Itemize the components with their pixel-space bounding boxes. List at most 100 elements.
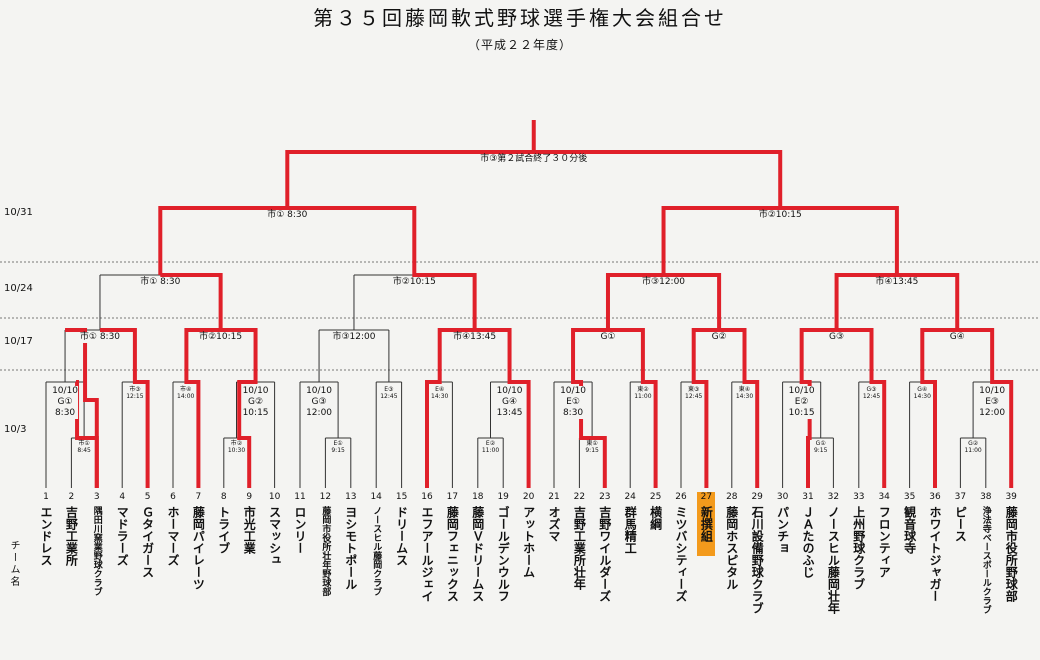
- team-number: 36: [929, 492, 941, 502]
- round2-slot: 10/10 E② 10:15: [788, 386, 815, 419]
- team-number: 5: [144, 492, 151, 502]
- team-number: 9: [246, 492, 253, 502]
- team-name: 市光工業: [242, 506, 257, 554]
- winner-path-f: [425, 328, 475, 488]
- round2-slot: 東③ 12:45: [685, 386, 703, 400]
- date-label-qf: 10/24: [4, 283, 33, 294]
- winner-path-g: [285, 120, 536, 488]
- team-number: 16: [421, 492, 433, 502]
- team-number: 10: [268, 492, 281, 502]
- team-name: 藤岡市役所野球部: [1004, 506, 1019, 602]
- team-name: ホワイトジャガー: [928, 506, 942, 602]
- team-number: 28: [726, 492, 738, 502]
- team-number: 35: [903, 492, 916, 502]
- date-label-r2: 10/3: [4, 424, 27, 435]
- team-number: 30: [776, 492, 789, 502]
- quarterfinal-label: 市① 8:30: [138, 277, 183, 288]
- team-name: 藤岡ホスピタル: [724, 506, 739, 590]
- winner-path-k: [719, 328, 760, 488]
- team-number: 37: [954, 492, 967, 502]
- round2-slot: 10/10 G④ 13:45: [496, 386, 523, 419]
- round2-slot: 10/10 E③ 12:00: [979, 386, 1006, 419]
- team-name: スマッシュ: [267, 506, 282, 566]
- team-name: トライブ: [216, 506, 231, 554]
- round1-slot: G① 9:15: [813, 440, 828, 454]
- team-number: 29: [751, 492, 763, 502]
- round1-slot: E② 11:00: [481, 440, 500, 454]
- team-number: 24: [624, 492, 636, 502]
- winner-path-o: [957, 328, 1014, 488]
- round1-slot: G② 11:00: [964, 440, 982, 454]
- quarterfinal-label: 市④13:45: [873, 277, 921, 288]
- team-number: 19: [497, 492, 509, 502]
- round2-slot: G④ 14:30: [913, 386, 931, 400]
- team-number: 3: [93, 492, 100, 502]
- team-name: ミツバシティーズ: [674, 506, 688, 602]
- team-name: ＪＡたのふじ: [801, 506, 815, 578]
- team-name: 藤岡Ｖドリームス: [470, 506, 485, 602]
- winner-path-c: [160, 273, 223, 488]
- winner-path-m: [836, 328, 887, 488]
- team-name: Ｇタイガース: [140, 506, 155, 578]
- round3-label: 市②10:15: [197, 332, 245, 343]
- round3-label: G②: [709, 332, 729, 343]
- team-name: 石川設備野球クラブ: [750, 506, 765, 614]
- round2-slot: 10/10 E① 8:30: [560, 386, 587, 419]
- team-number: 11: [294, 492, 306, 502]
- team-column-label: チーム名: [8, 540, 19, 588]
- team-number: 25: [649, 492, 662, 502]
- round2-slot: 10/10 G① 8:30: [52, 386, 79, 419]
- winner-path-n: [896, 273, 960, 488]
- round3-label: 市① 8:30: [77, 332, 123, 343]
- round1-slot: 市② 10:30: [227, 440, 246, 454]
- winner-path-e: [158, 206, 288, 275]
- team-name: 藤岡フェニックス: [445, 506, 460, 602]
- date-label-final: 10/31: [4, 207, 33, 218]
- team-name: 上州野球クラブ: [851, 506, 866, 590]
- team-name: 観音球寺: [902, 506, 917, 554]
- team-name: 新撰組: [699, 506, 714, 542]
- team-number: 26: [675, 492, 687, 502]
- team-number: 18: [472, 492, 484, 502]
- team-number: 17: [446, 492, 459, 502]
- team-name: オズマ: [547, 506, 561, 542]
- team-number: 20: [522, 492, 535, 502]
- team-number: 38: [980, 492, 992, 502]
- team-name: 藤岡パイレーツ: [191, 506, 206, 590]
- team-number: 8: [220, 492, 227, 502]
- team-number: 4: [119, 492, 126, 502]
- team-name: ピース: [953, 506, 968, 542]
- team-number: 32: [827, 492, 840, 502]
- team-number: 12: [319, 492, 332, 502]
- round3-label: 市④13:45: [451, 332, 499, 343]
- round2-slot: 東④ 14:30: [735, 386, 754, 400]
- team-number: 14: [370, 492, 382, 502]
- team-name: 横綱: [648, 506, 663, 530]
- team-name: ノースヒル藤岡クラブ: [371, 506, 382, 596]
- round1-slot: E① 9:15: [331, 440, 345, 454]
- round2-slot: 10/10 G② 10:15: [242, 386, 269, 419]
- team-name: ドリームス: [394, 506, 409, 566]
- quarterfinal-label: 市③12:00: [640, 277, 688, 288]
- team-name: 隅田川窯業野球クラブ: [91, 506, 102, 596]
- team-name: マドラーズ: [115, 506, 130, 566]
- round3-label: G③: [827, 332, 847, 343]
- team-name: エンドレス: [39, 506, 53, 566]
- team-number: 7: [195, 492, 202, 502]
- team-name: フロンティア: [877, 506, 892, 578]
- team-number: 23: [599, 492, 611, 502]
- team-name: 藤岡市役所壮年野球部: [320, 506, 331, 596]
- round2-slot: 東② 11:00: [634, 386, 652, 400]
- round2-slot: G③ 12:45: [862, 386, 881, 400]
- round1-slot: 東① 9:15: [585, 440, 599, 454]
- team-name: パンチョ: [775, 506, 790, 554]
- team-number: 15: [395, 492, 408, 502]
- round2-slot: 市④ 14:00: [177, 386, 195, 400]
- team-name: ノースヒル藤岡壮年: [826, 506, 841, 614]
- team-name: ロンリー: [293, 506, 307, 554]
- team-number: 39: [1005, 492, 1017, 502]
- team-name: 浄法寺ベースボールクラブ: [980, 506, 991, 614]
- team-name: 吉野工業所: [64, 506, 79, 566]
- round2-slot: E③ 12:45: [380, 386, 398, 400]
